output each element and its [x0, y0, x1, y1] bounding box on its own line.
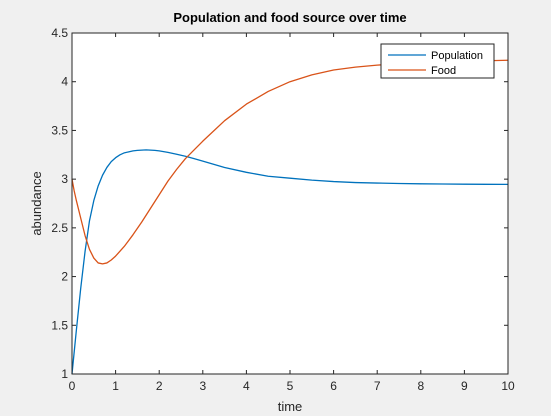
legend-box	[380, 43, 495, 79]
y-tick-label: 1.5	[51, 318, 68, 332]
y-tick-label: 3	[61, 172, 68, 186]
x-tick-label: 9	[461, 379, 468, 393]
x-tick-label: 4	[243, 379, 250, 393]
series-line-population	[71, 149, 509, 375]
y-tick-label: 3.5	[51, 123, 68, 137]
y-tick-label: 4	[61, 75, 68, 89]
plot-area	[72, 33, 508, 374]
y-tick-label: 2.5	[51, 221, 68, 235]
y-tick-label: 1	[61, 367, 68, 381]
x-tick-label: 8	[417, 379, 424, 393]
y-tick-label: 4.5	[51, 26, 68, 40]
x-tick-label: 6	[330, 379, 337, 393]
x-tick-label: 1	[112, 379, 119, 393]
x-tick-label: 7	[374, 379, 381, 393]
plot-frame	[71, 32, 509, 375]
chart-title: Population and food source over time	[173, 10, 406, 25]
x-tick-label: 3	[199, 379, 206, 393]
x-axis-label: time	[278, 399, 303, 414]
legend-entry-food: Food	[431, 65, 456, 77]
y-tick-label: 2	[61, 270, 68, 284]
x-tick-label: 5	[287, 379, 294, 393]
x-tick-label: 10	[501, 379, 515, 393]
legend: Population Food	[380, 43, 495, 79]
x-tick-label: 2	[156, 379, 163, 393]
x-tick-label: 0	[69, 379, 76, 393]
y-axis-label: abundance	[29, 171, 44, 235]
legend-entry-population: Population	[431, 50, 483, 62]
